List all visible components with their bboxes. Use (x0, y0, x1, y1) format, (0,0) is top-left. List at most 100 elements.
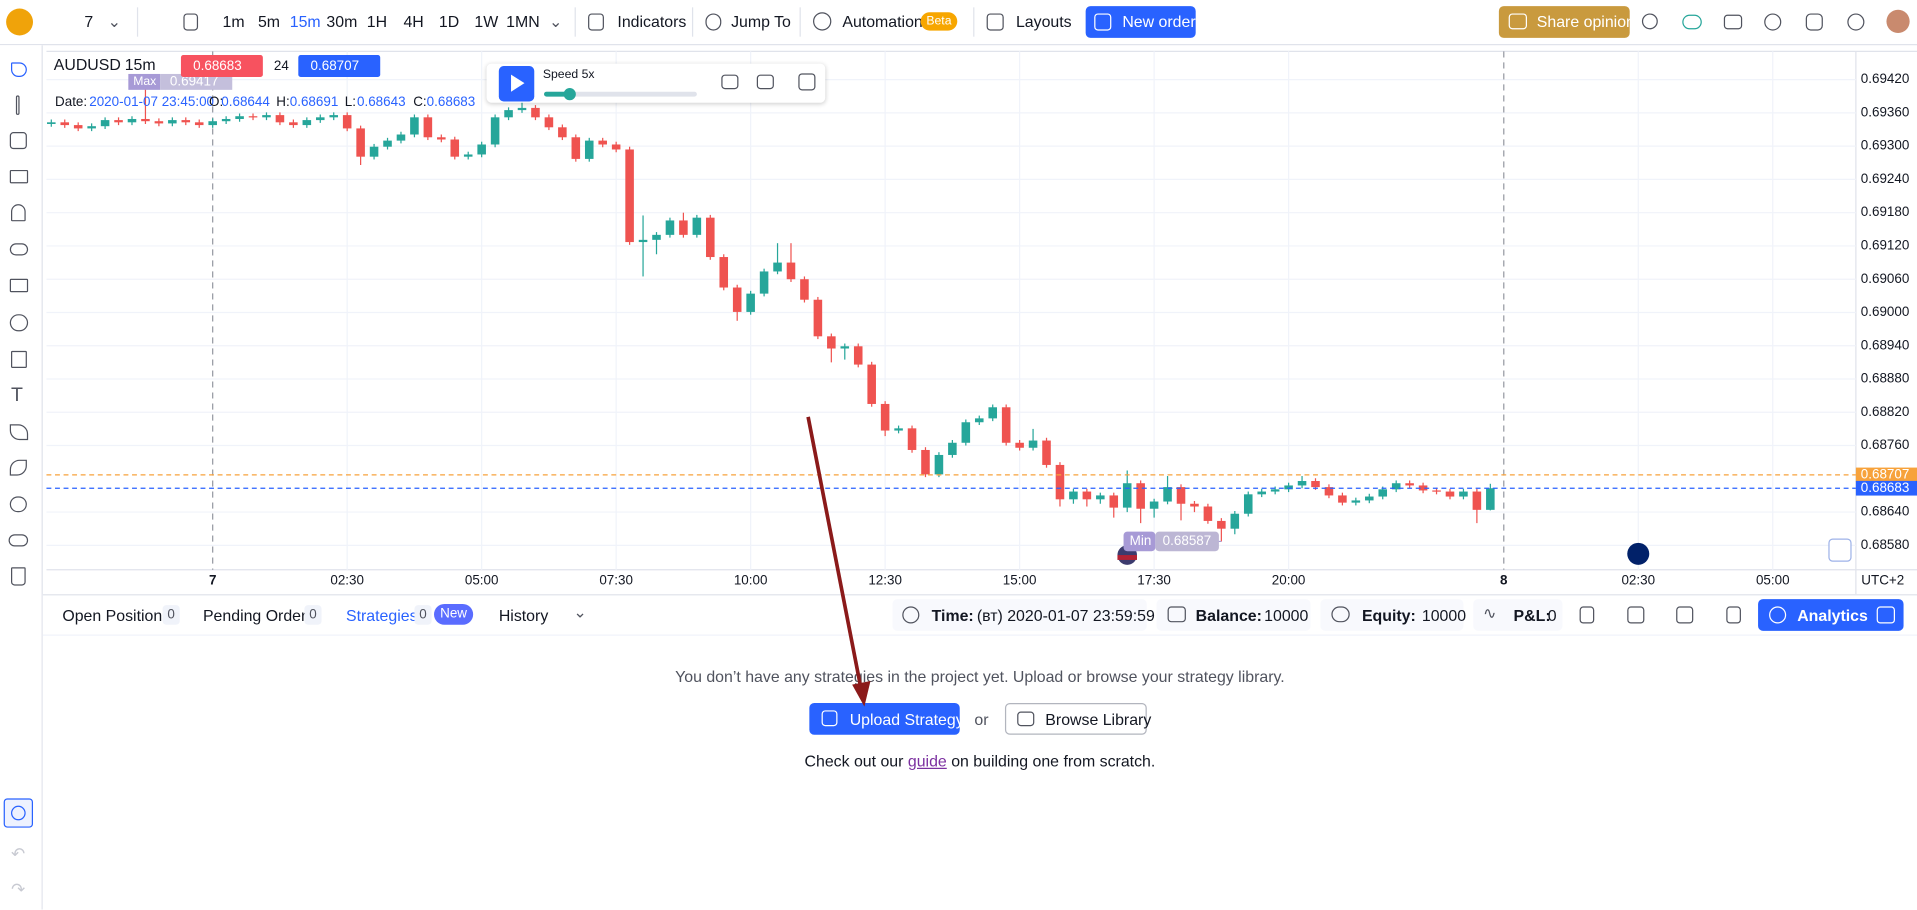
candle-body (813, 299, 823, 337)
cloud-icon[interactable] (1682, 14, 1702, 30)
new-order[interactable]: New order (1122, 12, 1196, 31)
jump-to[interactable]: Jump To (731, 12, 791, 31)
upload[interactable]: Upload Strategy (849, 710, 964, 729)
symbol-count[interactable]: 7 (84, 12, 94, 31)
speed-slider[interactable] (544, 91, 697, 97)
channel-tool[interactable] (9, 243, 29, 256)
chevron[interactable]: ⌄ (107, 12, 121, 31)
draw-tool[interactable] (9, 459, 27, 476)
panel-toggle[interactable] (1876, 606, 1895, 624)
equity-label: Equity: (1361, 606, 1416, 625)
pitchfork-tool[interactable] (9, 278, 29, 293)
min-label: Min (1130, 533, 1152, 548)
brush-tool[interactable] (9, 424, 29, 441)
speed-knob[interactable] (563, 88, 576, 101)
new-badge: New (434, 603, 474, 625)
export-icon[interactable] (1627, 606, 1645, 624)
line-tool[interactable] (15, 95, 20, 115)
layouts[interactable]: Layouts (1015, 12, 1072, 31)
share-opinion-button[interactable] (1498, 6, 1630, 38)
candle-body (73, 125, 83, 129)
clock-icon (902, 606, 920, 624)
candle-body (1311, 481, 1320, 488)
logo[interactable] (6, 8, 34, 36)
y-tick-label: 0.68820 (1861, 404, 1910, 419)
text-tool[interactable]: T (11, 385, 23, 406)
ohlc-info: L: (345, 94, 356, 109)
magnet-tool[interactable] (9, 496, 27, 513)
candle-body (558, 127, 567, 138)
step-back[interactable] (721, 74, 739, 90)
settings-icon[interactable] (1805, 13, 1823, 31)
redo[interactable]: ↷ (11, 879, 26, 899)
measure-tool[interactable] (11, 350, 27, 368)
auto-scale-button[interactable] (1828, 538, 1852, 562)
y-tick-label: 0.69360 (1861, 104, 1910, 119)
shape-tool[interactable] (9, 132, 27, 150)
camera-icon[interactable] (1723, 14, 1743, 30)
chart-type-icon[interactable] (183, 13, 199, 31)
timeframe[interactable]: 4H (403, 12, 424, 31)
min-tag (1123, 531, 1156, 552)
indicators[interactable]: Indicators (617, 12, 687, 31)
notes-icon[interactable] (1726, 606, 1741, 624)
cursor-tool[interactable] (11, 62, 27, 78)
guide-link[interactable]: guide (907, 751, 947, 771)
timeframe[interactable]: 1W (474, 12, 499, 31)
report-icon[interactable] (1579, 606, 1595, 624)
candle-body (1055, 464, 1065, 500)
x-tick-label: 02:30 (1621, 572, 1655, 587)
arrow-tool[interactable] (11, 204, 26, 222)
chevron[interactable]: ⌄ (548, 12, 563, 31)
search-icon[interactable] (1641, 13, 1658, 30)
candle-body (1082, 491, 1092, 500)
avatar[interactable] (1886, 9, 1910, 34)
candle-body (141, 118, 150, 122)
pattern-tool[interactable] (9, 314, 29, 332)
browse-button[interactable] (1004, 702, 1147, 735)
help-icon[interactable] (1847, 13, 1865, 31)
trash-tool[interactable] (11, 567, 26, 586)
fib-tool[interactable] (9, 169, 29, 184)
tab[interactable]: Open Positions (62, 606, 171, 625)
timeframe[interactable]: 1MN (506, 12, 540, 31)
candle-body (329, 115, 339, 118)
candle-body (1190, 503, 1199, 507)
browse[interactable]: Browse Library (1045, 710, 1152, 729)
jump-button[interactable] (798, 73, 816, 91)
chevron[interactable]: ⌄ (573, 602, 587, 622)
candle-body (894, 428, 903, 431)
tab[interactable]: Strategies (345, 606, 418, 625)
undo[interactable]: ↶ (11, 843, 26, 864)
timeframe[interactable]: 30m (326, 12, 358, 31)
candle-body (598, 140, 607, 145)
step-forward[interactable] (756, 74, 774, 90)
timezone[interactable]: UTC+2 (1861, 572, 1904, 587)
new-order-button[interactable] (1085, 6, 1196, 38)
candle-body (60, 122, 70, 126)
timeframe[interactable]: 1D (438, 12, 460, 31)
analytics[interactable]: Analytics (1797, 606, 1868, 625)
calendar-icon[interactable] (1676, 606, 1694, 624)
eye-tool[interactable] (8, 534, 29, 547)
timeframe[interactable]: 5m (257, 12, 281, 31)
timeframe[interactable]: 1H (366, 12, 388, 31)
candle-body (302, 120, 312, 126)
upload-button[interactable] (809, 702, 960, 735)
min-value: 0.68587 (1163, 533, 1212, 548)
share-icon[interactable] (1764, 13, 1782, 31)
timeframe[interactable]: 15m (289, 12, 321, 31)
automation[interactable]: Automation (842, 12, 923, 31)
candle-body (988, 407, 998, 419)
candle-body (1109, 495, 1119, 508)
y-tick-label: 0.69120 (1861, 237, 1910, 252)
tab[interactable]: Pending Orders (202, 606, 315, 625)
symbol: AUDUSD (54, 57, 121, 74)
x-tick-label: 05:00 (465, 572, 499, 587)
tab[interactable]: History (498, 606, 549, 625)
timeframe[interactable]: 1m (222, 12, 245, 31)
candle-body (1432, 490, 1441, 492)
candle-body (477, 144, 486, 155)
share-opinion[interactable]: Share opinion (1536, 12, 1635, 31)
